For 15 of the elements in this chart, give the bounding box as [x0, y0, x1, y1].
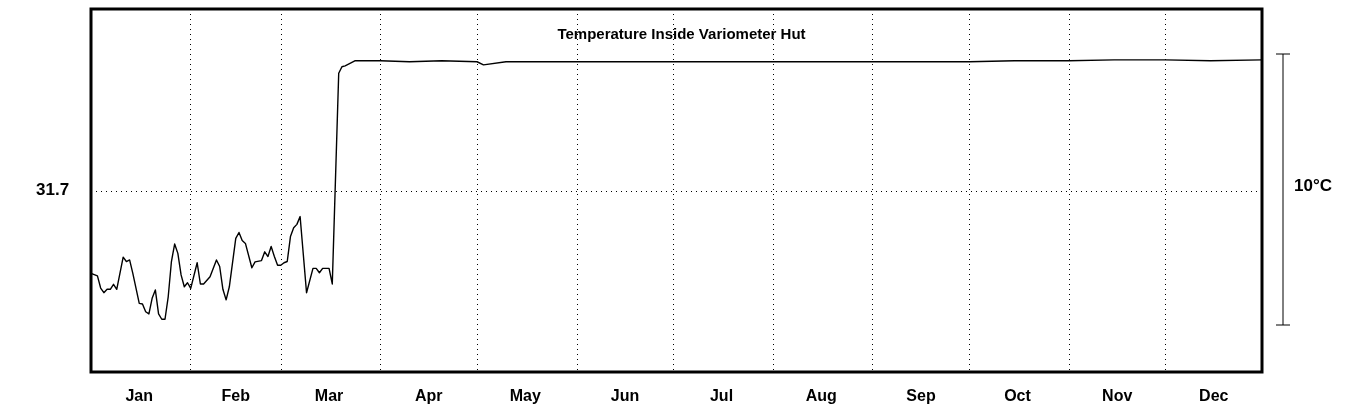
x-tick-label: Aug [805, 386, 837, 404]
x-tick-label: Apr [415, 386, 443, 404]
x-tick-label: Dec [1199, 386, 1229, 404]
x-tick-label: May [509, 386, 541, 404]
x-tick-label: Jun [610, 386, 640, 404]
x-tick-label: Feb [221, 386, 251, 404]
x-tick-label: Jul [709, 386, 734, 404]
x-tick-label: Oct [1004, 386, 1032, 404]
x-tick-label: Sep [906, 386, 936, 404]
text: 10°C [1294, 176, 1332, 196]
x-tick-label: Jan [125, 386, 154, 404]
x-tick-label: Mar [314, 386, 344, 404]
chart-title: Temperature Inside Variometer Hut [557, 25, 806, 42]
x-tick-label: Nov [1102, 386, 1133, 404]
text: 31.7 [36, 180, 70, 200]
